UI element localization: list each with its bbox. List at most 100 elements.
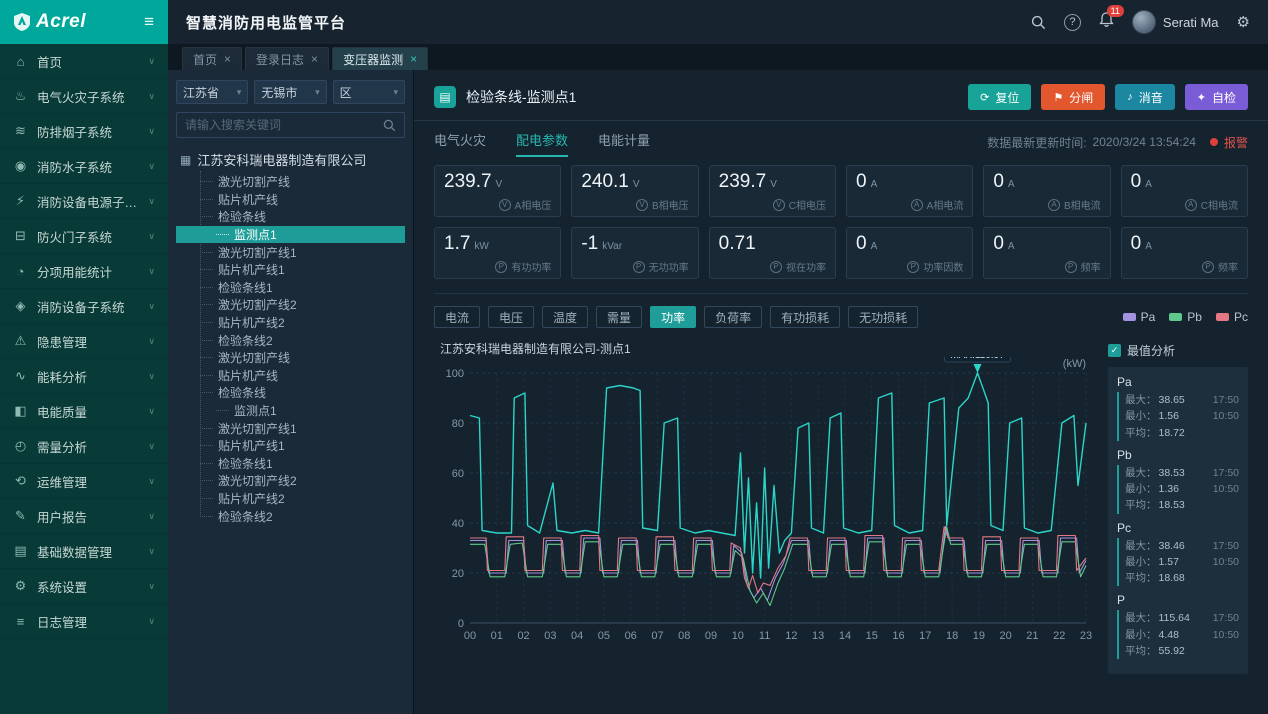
user-menu[interactable]: Serati Ma	[1131, 10, 1219, 34]
tree-node[interactable]: 监测点1	[176, 402, 405, 420]
sidebar-item-report[interactable]: ✎ 用户报告 ∨	[0, 499, 168, 534]
tree-node[interactable]: 检验条线1	[176, 455, 405, 473]
close-icon[interactable]: ×	[410, 52, 418, 66]
detail-tabs: 电气火灾 配电参数 电能计量	[434, 121, 1248, 157]
stats-box: Pa 最大： 38.65 17:50 最小： 1.56 10:50 平均： 18.72 Pb 最大：…	[1108, 367, 1248, 675]
hamburger-menu-icon[interactable]: ≡	[144, 12, 154, 31]
legend-item-Pb[interactable]: Pb	[1169, 310, 1202, 324]
sidebar-item-settings[interactable]: ⚙ 系统设置 ∨	[0, 569, 168, 604]
checkbox-checked-icon[interactable]: ✓	[1108, 344, 1121, 357]
detail-header: ▤ 检验条线-监测点1 ⟳ 复位 ⚑ 分闸 ♪ 消音 ✦ 自检	[434, 80, 1248, 114]
card-badge-icon: P	[495, 260, 508, 273]
legend-item-Pa[interactable]: Pa	[1122, 310, 1155, 324]
card-value: 239.7	[718, 171, 767, 192]
page-tab-0[interactable]: 首页 ×	[182, 47, 243, 70]
sidebar-item-energy-analysis[interactable]: ∿ 能耗分析 ∨	[0, 359, 168, 394]
sidebar-item-base-data[interactable]: ▤ 基础数据管理 ∨	[0, 534, 168, 569]
chart-filter-4[interactable]: 功率	[650, 306, 697, 328]
tree-root-company[interactable]: ▦ 江苏安科瑞电器制造有限公司	[176, 150, 405, 169]
detail-tab-0[interactable]: 电气火灾	[434, 132, 487, 148]
chart-filter-1[interactable]: 电压	[488, 306, 535, 328]
chart-filter-3[interactable]: 需量	[596, 306, 643, 328]
tree-node[interactable]: 激光切割产线1	[176, 419, 405, 437]
trip-button[interactable]: ⚑ 分闸	[1041, 84, 1106, 110]
stat-label: 最大：	[1125, 394, 1157, 406]
tree-node[interactable]: 贴片机产线	[176, 191, 405, 209]
selfcheck-button[interactable]: ✦ 自检	[1184, 84, 1248, 110]
tree-node[interactable]: 激光切割产线2	[176, 472, 405, 490]
tree-node[interactable]: 检验条线2	[176, 331, 405, 349]
tree-guide	[200, 374, 213, 376]
tree-node[interactable]: 检验条线	[176, 384, 405, 402]
page-tab-1[interactable]: 登录日志 ×	[245, 47, 330, 70]
chart-filter-5[interactable]: 负荷率	[704, 306, 763, 328]
notifications-bell[interactable]: 11	[1099, 4, 1124, 33]
search-icon[interactable]	[383, 119, 396, 132]
help-icon[interactable]: ?	[1063, 13, 1081, 31]
detail-tab-2[interactable]: 电能计量	[598, 132, 651, 148]
action-label: 分闸	[1069, 90, 1094, 105]
tree-node[interactable]: 贴片机产线1	[176, 437, 405, 455]
chart-filter-6[interactable]: 有功损耗	[770, 306, 841, 328]
region-select-0[interactable]: 江苏省 ▾	[176, 80, 249, 104]
chart-filter-2[interactable]: 温度	[542, 306, 589, 328]
card-badge-icon: V	[498, 198, 511, 211]
stat-time: 17:50	[1212, 612, 1239, 625]
tree-node[interactable]: 贴片机产线2	[176, 490, 405, 508]
sidebar-item-hazard[interactable]: ⚠ 隐患管理 ∨	[0, 324, 168, 359]
card-value: 0.71	[718, 233, 756, 254]
power-chart-svg[interactable]: 00 01 02 03 04 05 06 07 08 09 10 11 12 13 14 15 16 17 18 19…	[434, 357, 1100, 649]
chart-filter-7[interactable]: 无功损耗	[848, 306, 919, 328]
tree-node[interactable]: 检验条线2	[176, 507, 405, 525]
sidebar-item-label: 日志管理	[37, 615, 88, 630]
tree-node[interactable]: 检验条线1	[176, 279, 405, 297]
tree-node[interactable]: 激光切割产线1	[176, 243, 405, 261]
detail-panel: ▤ 检验条线-监测点1 ⟳ 复位 ⚑ 分闸 ♪ 消音 ✦ 自检 电气火灾 配电参数 电能计量 数据…	[414, 70, 1268, 714]
sidebar-item-electrical-fire[interactable]: ♨ 电气火灾子系统 ∨	[0, 79, 168, 114]
sidebar-item-fire-power[interactable]: ⚡ 消防设备电源子系统 ∨	[0, 184, 168, 219]
sidebar-item-demand[interactable]: ◴ 需量分析 ∨	[0, 429, 168, 464]
tree-node[interactable]: 激光切割产线	[176, 349, 405, 367]
sidebar-item-ops[interactable]: ⟲ 运维管理 ∨	[0, 464, 168, 499]
stat-label: 最大：	[1125, 539, 1157, 552]
region-select-1[interactable]: 无锡市 ▾	[254, 80, 327, 104]
card-label-row: V B相电压	[581, 197, 689, 212]
svg-text:07: 07	[651, 630, 663, 642]
tree-node[interactable]: 激光切割产线2	[176, 296, 405, 314]
card-label-row: P 频率	[993, 259, 1101, 274]
sidebar-item-home[interactable]: ⌂ 首页 ∨	[0, 44, 168, 79]
sidebar-item-fire-door[interactable]: ⊟ 防火门子系统 ∨	[0, 219, 168, 254]
tree-node[interactable]: 贴片机产线1	[176, 261, 405, 279]
tree-node[interactable]: 贴片机产线2	[176, 314, 405, 332]
close-icon[interactable]: ×	[311, 52, 319, 66]
page-tab-2[interactable]: 变压器监测 ×	[332, 47, 429, 70]
tree-node[interactable]: 检验条线	[176, 208, 405, 226]
sidebar-item-fire-device[interactable]: ◈ 消防设备子系统 ∨	[0, 289, 168, 324]
close-icon[interactable]: ×	[224, 52, 232, 66]
reset-button[interactable]: ⟳ 复位	[968, 84, 1032, 110]
sidebar-item-logs[interactable]: ≡ 日志管理 ∨	[0, 604, 168, 639]
search-input[interactable]	[185, 118, 377, 132]
analysis-checkbox-row[interactable]: ✓ 最值分析	[1108, 342, 1248, 359]
card-badge-icon: V	[635, 198, 648, 211]
tree-guide	[200, 357, 213, 359]
tree-node[interactable]: 贴片机产线	[176, 367, 405, 385]
mute-button[interactable]: ♪ 消音	[1115, 84, 1175, 110]
chart-main: 电流 电压 温度 需量 功率 负荷率 有功损耗 无功损耗 江苏安科瑞电器制造有限公司-测点1 …	[434, 306, 1102, 714]
svg-text:80: 80	[452, 418, 464, 430]
chart-filter-0[interactable]: 电流	[434, 306, 481, 328]
tree-guide	[200, 392, 213, 394]
sidebar-item-power-quality[interactable]: ◧ 电能质量 ∨	[0, 394, 168, 429]
sidebar-item-smoke-control[interactable]: ≋ 防排烟子系统 ∨	[0, 114, 168, 149]
search-icon[interactable]	[1031, 15, 1046, 30]
sidebar-item-fire-water[interactable]: ◉ 消防水子系统 ∨	[0, 149, 168, 184]
legend-item-Pc[interactable]: Pc	[1215, 310, 1248, 324]
detail-tab-1[interactable]: 配电参数	[516, 121, 569, 157]
tree-node[interactable]: 激光切割产线	[176, 173, 405, 191]
sidebar-item-energy-stats[interactable]: ◔ 分项用能统计 ∨	[0, 254, 168, 289]
gear-icon[interactable]: ⚙	[1236, 14, 1250, 31]
tree-node[interactable]: 监测点1	[176, 225, 405, 244]
region-select-2[interactable]: 区 ▾	[332, 80, 405, 104]
